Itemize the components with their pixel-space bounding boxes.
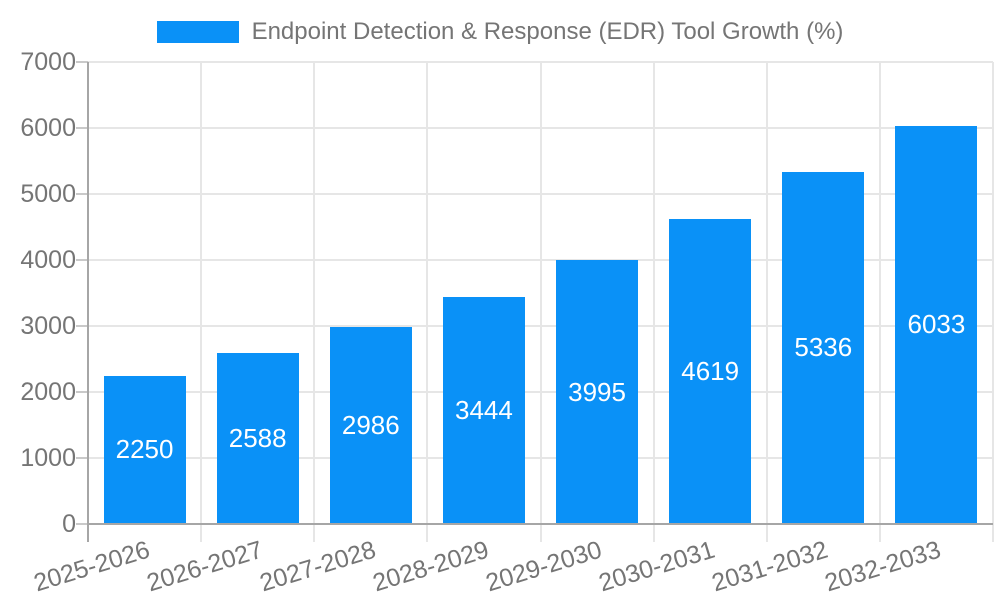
horizontal-gridline — [88, 391, 993, 393]
vertical-gridline — [992, 62, 994, 542]
bar[interactable]: 6033 — [895, 125, 978, 524]
y-axis-label: 0 — [62, 510, 76, 538]
y-axis-label: 1000 — [20, 444, 76, 472]
y-axis-label: 4000 — [20, 246, 76, 274]
bar[interactable]: 2986 — [329, 326, 412, 524]
y-axis-tick — [76, 61, 88, 63]
y-axis-label: 5000 — [20, 180, 76, 208]
horizontal-gridline — [88, 259, 993, 261]
bar[interactable]: 3444 — [442, 296, 525, 524]
y-axis-label: 6000 — [20, 114, 76, 142]
vertical-gridline — [539, 62, 542, 542]
y-axis-tick — [76, 193, 88, 195]
vertical-gridline — [200, 62, 203, 542]
vertical-gridline — [426, 62, 429, 542]
bar-value-label: 3995 — [568, 376, 626, 407]
vertical-gridline — [652, 62, 655, 542]
bar-value-label: 2986 — [341, 409, 400, 440]
bar-value-label: 5336 — [794, 332, 853, 363]
bar-value-label: 6033 — [907, 309, 966, 340]
vertical-gridline — [878, 62, 881, 542]
bar-value-label: 4619 — [681, 356, 740, 387]
bar-value-label: 3444 — [455, 394, 513, 425]
y-axis-label: 2000 — [20, 378, 76, 406]
y-axis-label: 3000 — [20, 312, 76, 340]
y-axis-tick — [76, 391, 88, 393]
bar[interactable]: 2250 — [103, 375, 186, 524]
y-axis-tick — [76, 457, 88, 459]
vertical-gridline — [313, 62, 316, 542]
bar[interactable]: 5336 — [782, 171, 865, 524]
horizontal-gridline — [88, 457, 993, 459]
y-axis-tick — [76, 259, 88, 261]
horizontal-gridline — [88, 61, 993, 63]
bar-value-label: 2250 — [115, 434, 174, 465]
y-axis-line — [87, 62, 89, 542]
vertical-gridline — [765, 62, 768, 542]
y-axis-tick — [76, 325, 88, 327]
horizontal-gridline — [88, 325, 993, 327]
bar[interactable]: 4619 — [669, 219, 752, 524]
y-axis-tick — [76, 523, 88, 525]
legend-label: Endpoint Detection & Response (EDR) Tool… — [251, 18, 844, 45]
y-axis-tick — [76, 127, 88, 129]
horizontal-gridline — [88, 193, 993, 195]
chart-legend[interactable]: Endpoint Detection & Response (EDR) Tool… — [0, 18, 1000, 46]
bar[interactable]: 3995 — [556, 260, 639, 524]
y-axis-label: 7000 — [20, 48, 76, 76]
bar-value-label: 2588 — [228, 423, 287, 454]
x-axis-baseline — [88, 523, 993, 525]
legend-swatch-icon — [156, 21, 239, 43]
horizontal-gridline — [88, 127, 993, 129]
bar[interactable]: 2588 — [216, 353, 299, 524]
